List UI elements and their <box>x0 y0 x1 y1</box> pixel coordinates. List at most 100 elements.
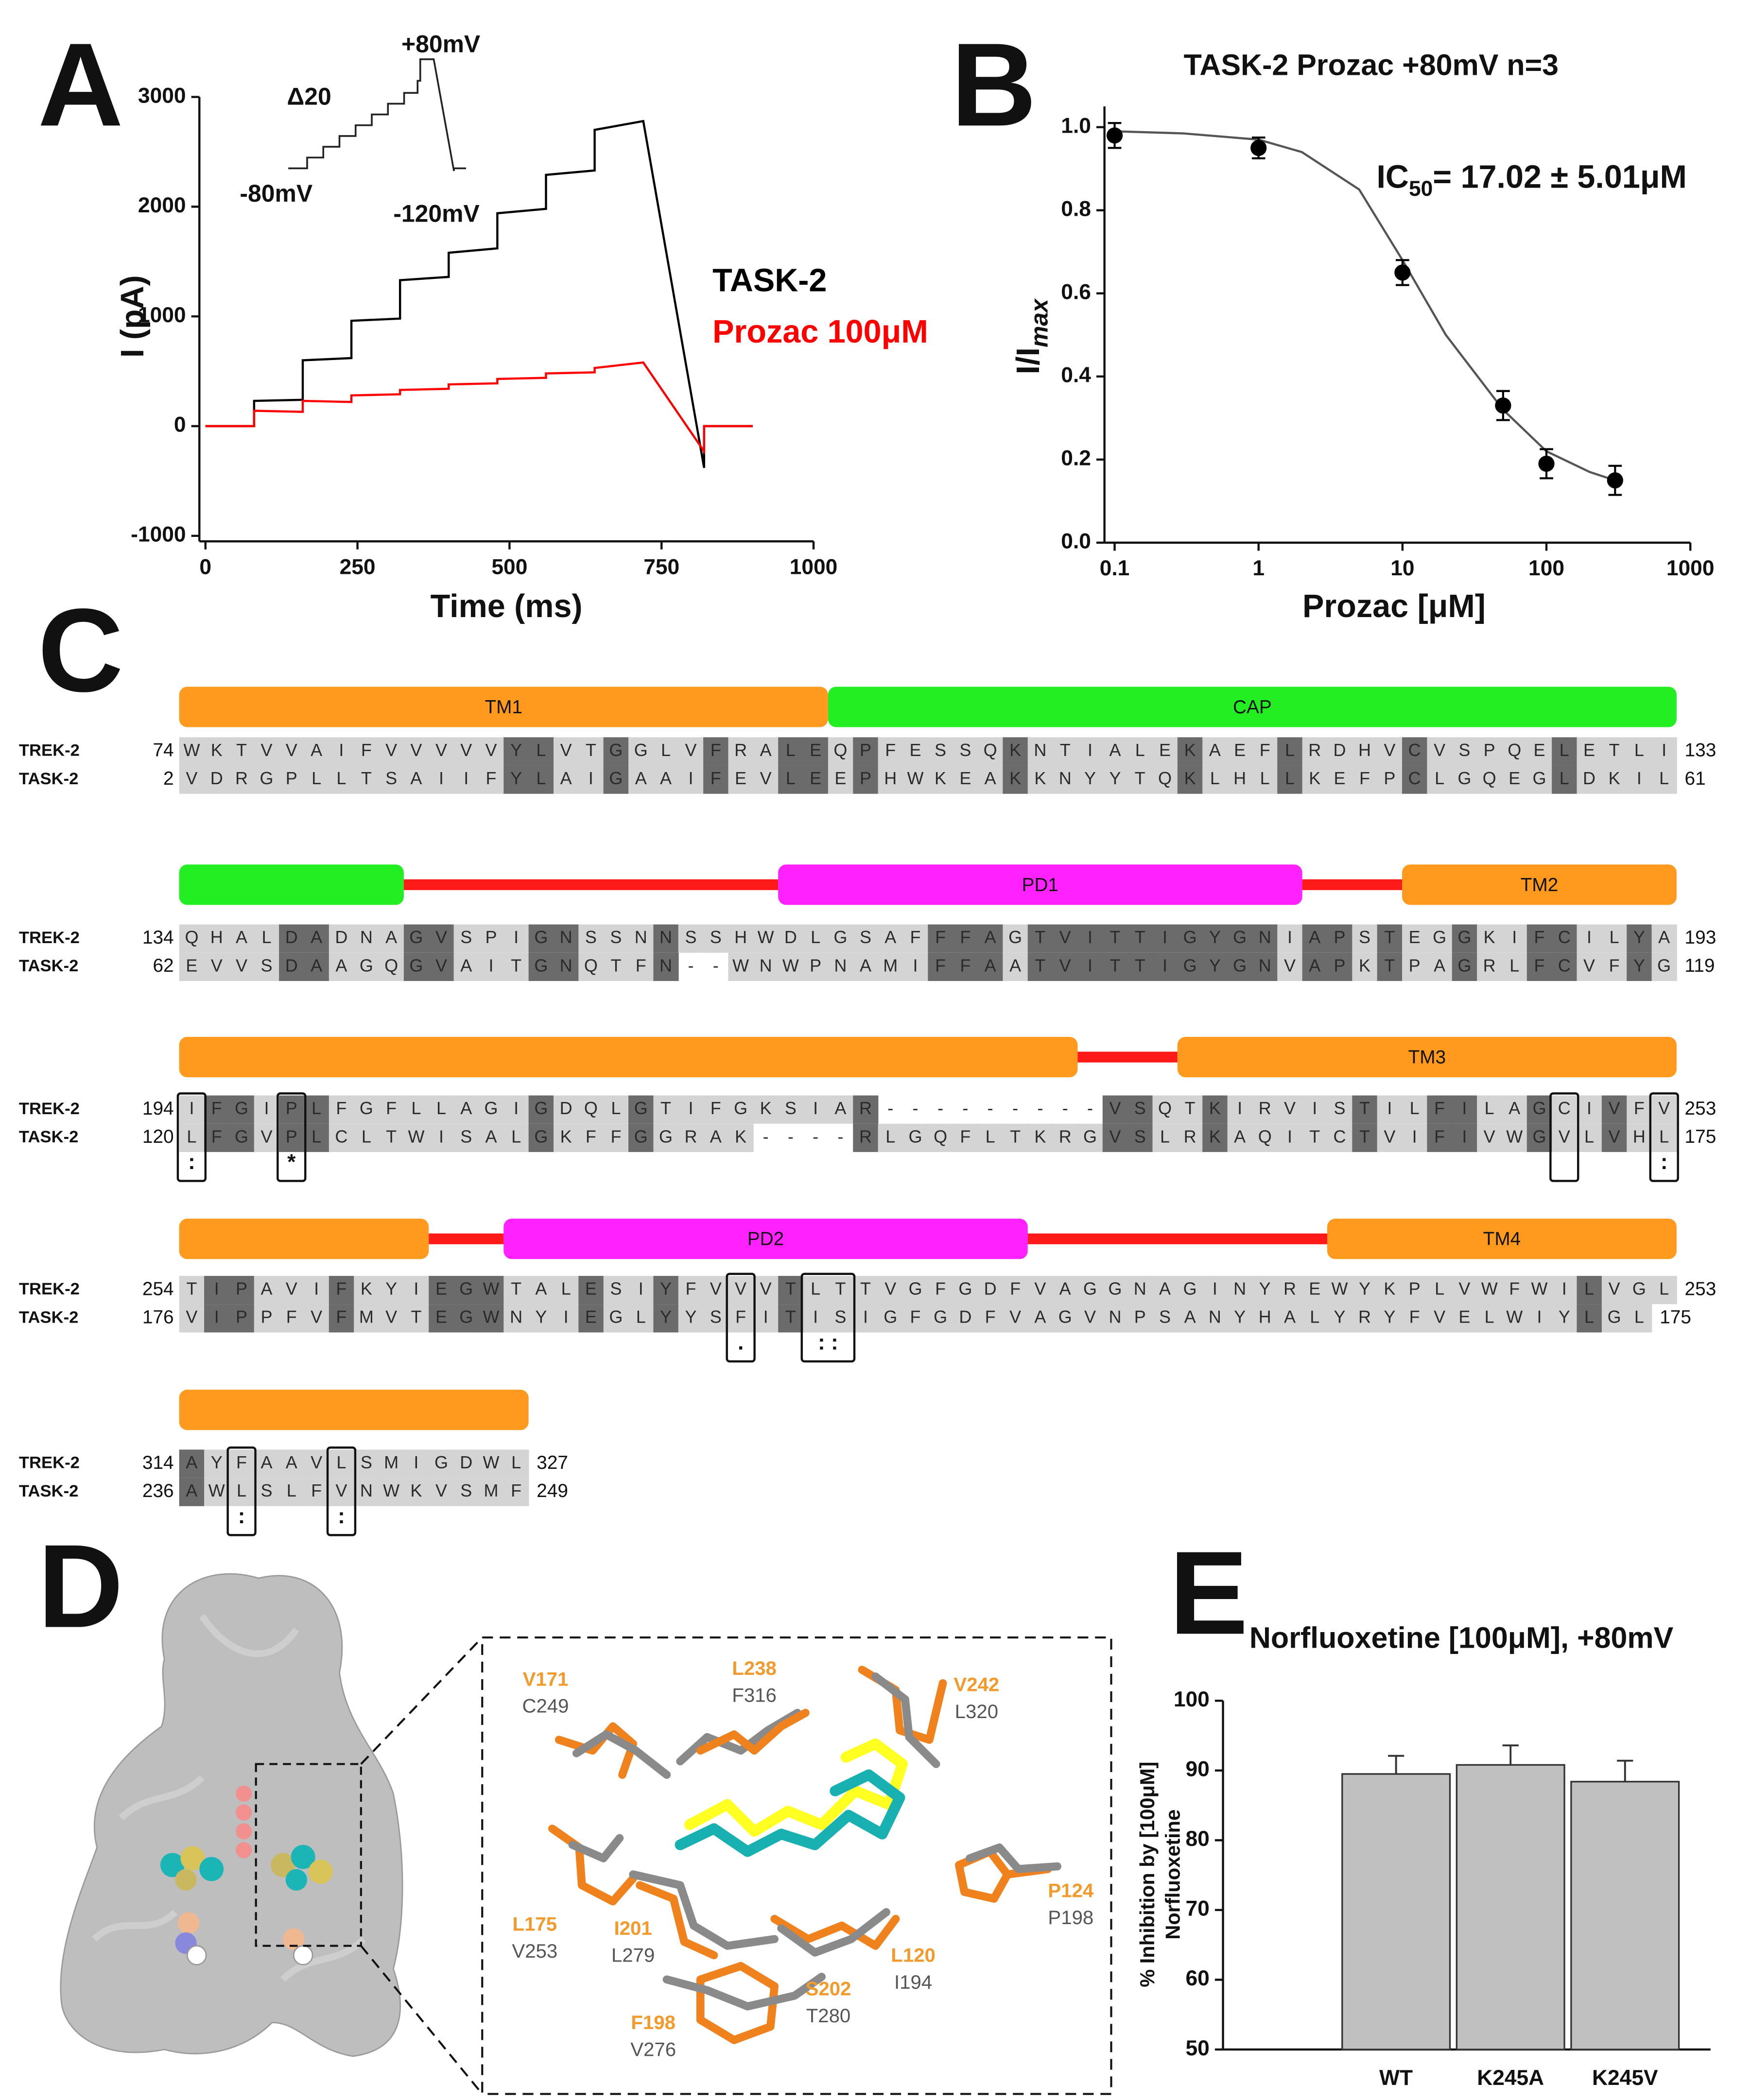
residue-cell <box>778 1304 804 1333</box>
residue-cell <box>1252 1123 1278 1152</box>
residue-cell <box>578 1095 604 1124</box>
residue-cell <box>1577 765 1602 794</box>
residue-cell <box>1302 1304 1328 1333</box>
start-number: 62 <box>153 955 173 976</box>
end-number: 327 <box>537 1452 568 1473</box>
residue-cell <box>928 765 954 794</box>
residue-cell <box>1452 737 1477 766</box>
residue-cell <box>628 1095 654 1124</box>
residue-cell <box>1577 1095 1602 1124</box>
end-number: 61 <box>1685 768 1706 789</box>
residue-cell <box>379 1123 404 1152</box>
residue-cell <box>354 1095 380 1124</box>
residue-cell <box>1102 737 1128 766</box>
residue-cell <box>1277 1275 1303 1305</box>
end-number: 175 <box>1660 1307 1691 1327</box>
residue-cell <box>329 1449 354 1478</box>
residue-cell <box>478 1095 504 1124</box>
residue-cell <box>379 924 404 953</box>
stick-models <box>548 1666 1061 2044</box>
residue-cell <box>603 737 629 766</box>
residue-cell <box>1502 1095 1527 1124</box>
residue-cell <box>902 1123 929 1152</box>
residue-cell <box>179 1123 205 1152</box>
residue-cell <box>1452 952 1477 981</box>
residue-cell <box>379 1304 404 1333</box>
conservation-box <box>176 1092 207 1182</box>
residue-cell <box>503 952 529 981</box>
residue-cell <box>1102 952 1128 981</box>
residue-cell <box>1402 1123 1428 1152</box>
sequence-name: TASK-2 <box>19 1128 78 1146</box>
sequence-name: TREK-2 <box>19 741 80 760</box>
residue-cell <box>1102 924 1128 953</box>
residue-cell <box>403 1478 430 1506</box>
residue-cell <box>1427 924 1453 953</box>
residue-cell <box>1027 924 1053 953</box>
x-tick-label: 1000 <box>790 555 838 579</box>
residue-label-task2: L238 <box>732 1657 777 1679</box>
residue-cell <box>1027 1304 1053 1333</box>
sequence-name: TREK-2 <box>19 1280 80 1298</box>
residue-cell <box>254 1095 279 1124</box>
domain-label: TM1 <box>485 697 523 718</box>
residue-cell <box>1352 1275 1378 1305</box>
stick <box>777 1908 890 1957</box>
residue-cell <box>1127 737 1153 766</box>
residue-cell <box>1177 765 1203 794</box>
x-tick-label: 100 <box>1528 556 1564 580</box>
residue-cell <box>1627 765 1652 794</box>
residue-cell <box>1027 737 1053 766</box>
x-tick-label: 250 <box>340 555 376 579</box>
residue-cell <box>803 924 829 953</box>
residue-cell <box>403 1449 430 1478</box>
residue-cell <box>1027 952 1053 981</box>
residue-cell <box>429 1095 454 1124</box>
residue-cell <box>204 1304 230 1333</box>
protein-surface <box>60 1573 1112 2095</box>
data-point <box>1106 127 1123 144</box>
residue-cell <box>1502 737 1527 766</box>
surface-texture <box>92 1614 366 1982</box>
annotation-part: IC <box>1376 159 1409 195</box>
residue-cell <box>403 1095 430 1124</box>
residue-cell <box>1053 1123 1078 1152</box>
x-tick-label: 500 <box>491 555 527 579</box>
residue-cell <box>354 737 380 766</box>
residue-cell <box>204 737 230 766</box>
residue-cell <box>279 765 305 794</box>
residue-label-trek2: L320 <box>955 1701 998 1722</box>
residue-cell <box>503 737 529 766</box>
stick <box>636 1881 718 1960</box>
residue-cell <box>1601 924 1628 953</box>
residue-cell <box>1302 1123 1328 1152</box>
residue-cell <box>928 952 954 981</box>
y-tick-label: 0.4 <box>1061 363 1091 387</box>
residue-cell <box>1202 765 1228 794</box>
residue-cell <box>528 952 554 981</box>
residue-cell <box>828 765 854 794</box>
residue-cell <box>553 952 579 981</box>
residue-cell <box>1102 765 1128 794</box>
residue-cell <box>1302 1275 1328 1305</box>
residue-cell <box>653 1123 679 1152</box>
residue-cell <box>403 924 430 953</box>
stick <box>696 1708 810 1755</box>
residue-cell <box>478 1304 504 1333</box>
residue-cell <box>878 1123 903 1152</box>
residue-cell <box>853 1275 879 1305</box>
residue-cell <box>1427 1275 1453 1305</box>
residue-cell <box>1202 1304 1228 1333</box>
residue-cell <box>379 1275 404 1305</box>
residue-cell <box>1526 1123 1552 1152</box>
residue-cell <box>1003 1304 1028 1333</box>
residue-cell <box>229 952 255 981</box>
residue-cell <box>1102 1095 1128 1124</box>
residue-cell <box>953 1123 978 1152</box>
residue-cell <box>728 1275 754 1305</box>
residue-cell <box>403 1275 430 1305</box>
linker <box>403 879 779 890</box>
linker <box>1302 879 1403 890</box>
residue-cell <box>1252 737 1278 766</box>
